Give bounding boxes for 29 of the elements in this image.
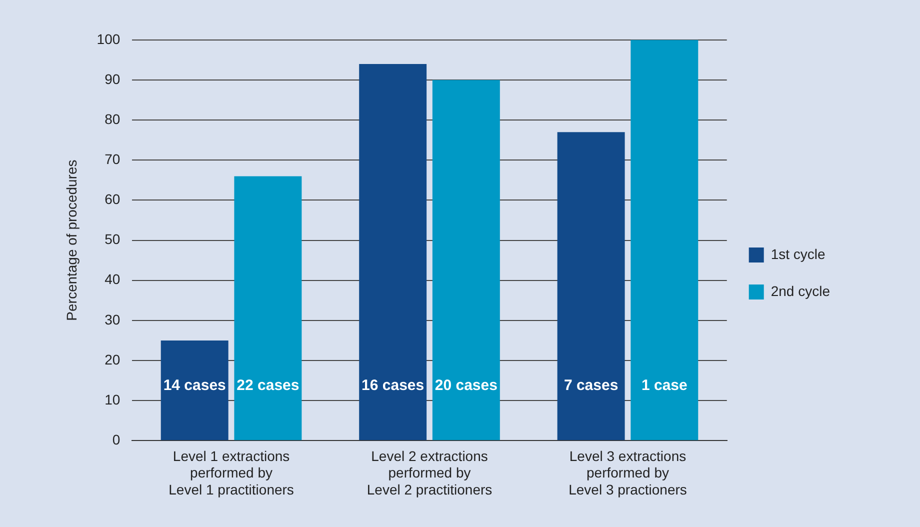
bar [630, 40, 698, 440]
annotation: 1 case [641, 377, 688, 394]
y-tick-label: 20 [104, 351, 120, 368]
y-tick-label: 60 [104, 191, 120, 208]
annotation: 22 cases [236, 377, 300, 394]
y-tick-label: 30 [104, 311, 120, 328]
y-tick-label: 90 [104, 70, 120, 87]
annotation: 16 cases [362, 377, 424, 394]
y-tick-label: 100 [96, 30, 120, 47]
bar [557, 132, 625, 440]
legend-label: 1st cycle [770, 246, 826, 262]
annotation: 20 cases [434, 377, 498, 394]
bar [160, 340, 228, 440]
y-tick-label: 0 [112, 431, 120, 448]
y-tick-label: 10 [104, 391, 120, 408]
bar [432, 80, 500, 440]
y-tick-label: 50 [104, 231, 120, 248]
annotation: 7 cases [564, 377, 618, 394]
y-axis-title: Percentage of procedures [63, 160, 80, 321]
bar [359, 64, 427, 440]
x-tick-label: Level 2 extractions performed by Level 2 practitioners [366, 448, 492, 498]
y-tick-label: 40 [104, 271, 120, 288]
x-tick-label: Level 1 extractions performed by Level 1 practitioners [168, 448, 294, 498]
y-tick-label: 70 [104, 151, 120, 168]
legend-label: 2nd cycle [770, 282, 830, 299]
bar [234, 176, 302, 440]
y-tick-label: 80 [104, 110, 120, 127]
x-tick-label: Level 3 extractions performed by Level 3 practioners [568, 448, 687, 498]
annotation: 14 cases [163, 377, 226, 394]
